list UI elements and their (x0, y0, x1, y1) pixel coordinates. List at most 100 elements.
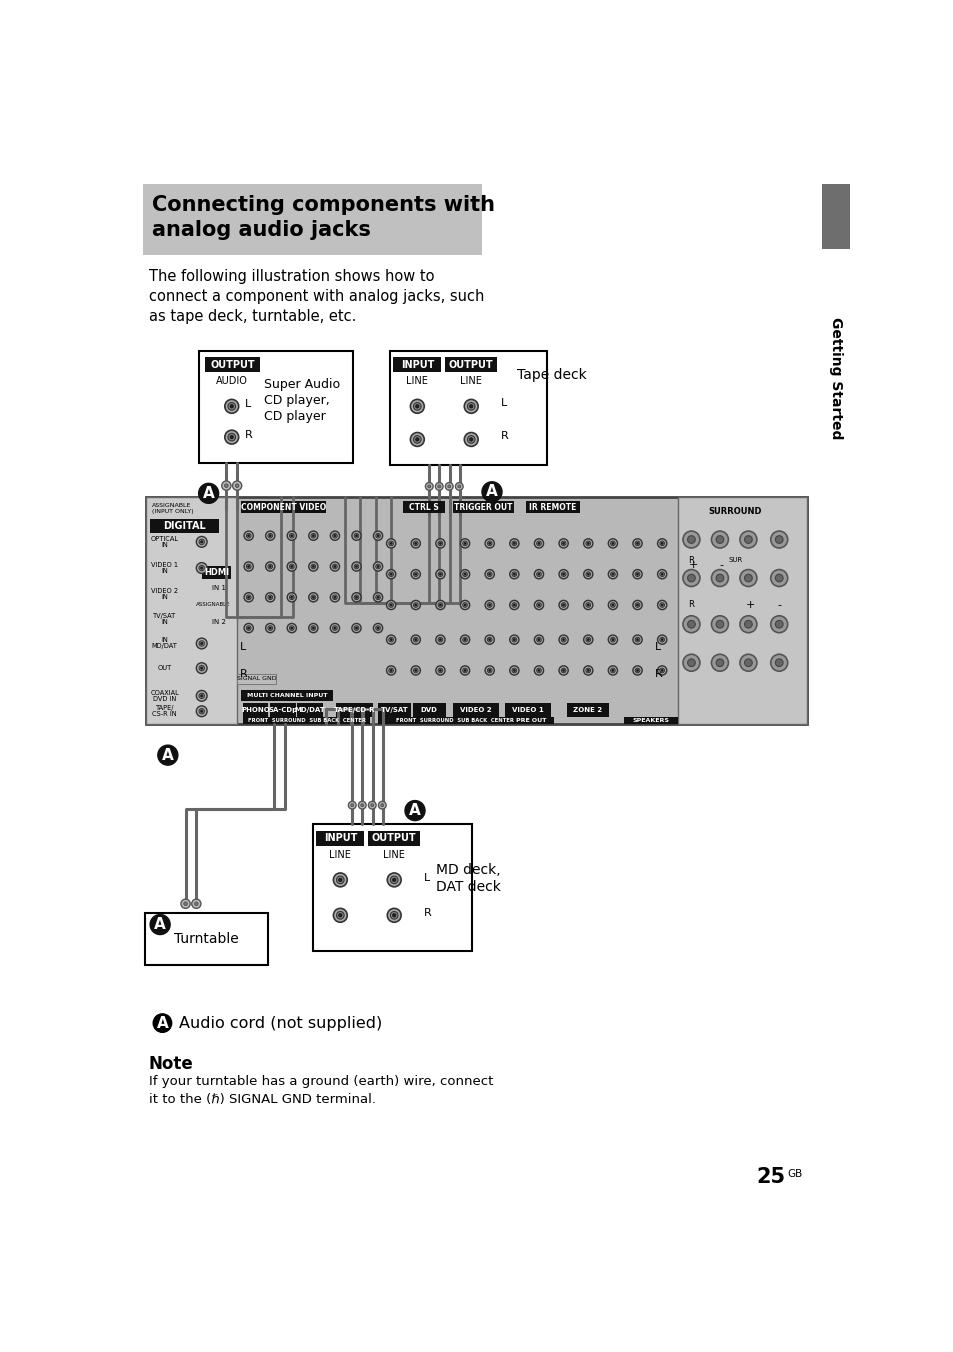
Text: INPUT: INPUT (400, 360, 434, 369)
Circle shape (587, 638, 589, 641)
Text: OUTPUT: OUTPUT (372, 833, 416, 844)
Circle shape (338, 914, 342, 917)
Circle shape (413, 403, 420, 410)
Bar (313, 825, 472, 952)
Circle shape (447, 485, 451, 488)
Circle shape (608, 665, 617, 675)
Circle shape (608, 569, 617, 579)
Circle shape (537, 542, 539, 545)
Circle shape (560, 603, 565, 607)
Circle shape (225, 399, 238, 414)
Bar (453, 703, 498, 717)
Circle shape (200, 566, 203, 569)
Circle shape (484, 600, 494, 610)
Circle shape (246, 626, 251, 630)
Circle shape (775, 658, 782, 667)
Circle shape (436, 538, 444, 548)
Circle shape (611, 573, 614, 575)
Bar (270, 703, 295, 717)
Circle shape (464, 399, 477, 414)
Circle shape (378, 802, 386, 808)
Circle shape (268, 626, 273, 630)
Circle shape (562, 573, 564, 575)
Circle shape (289, 626, 294, 630)
Circle shape (309, 531, 317, 541)
Text: Getting Started: Getting Started (828, 316, 842, 439)
Circle shape (373, 623, 382, 633)
Text: R: R (688, 600, 694, 610)
Bar (146, 498, 237, 725)
Bar (444, 357, 497, 372)
Circle shape (462, 603, 467, 607)
Text: Audio cord (not supplied): Audio cord (not supplied) (178, 1015, 381, 1030)
Circle shape (390, 911, 397, 919)
Circle shape (411, 569, 420, 579)
Circle shape (330, 562, 339, 571)
Text: DIGITAL: DIGITAL (163, 521, 206, 531)
Circle shape (711, 531, 728, 548)
Bar (402, 502, 444, 514)
Text: IR REMOTE: IR REMOTE (529, 503, 576, 511)
Circle shape (611, 669, 614, 672)
Text: TRIGGER OUT: TRIGGER OUT (454, 503, 513, 511)
Circle shape (636, 638, 638, 641)
Circle shape (373, 562, 382, 571)
Text: LINE: LINE (406, 376, 428, 387)
Circle shape (611, 542, 614, 545)
Circle shape (636, 604, 638, 606)
Circle shape (354, 626, 358, 630)
Circle shape (309, 623, 317, 633)
Circle shape (463, 573, 466, 575)
Circle shape (583, 600, 592, 610)
Circle shape (488, 573, 490, 575)
Circle shape (716, 658, 723, 667)
Bar (243, 703, 268, 717)
Circle shape (352, 562, 361, 571)
Circle shape (770, 569, 787, 587)
Circle shape (360, 803, 363, 807)
Circle shape (312, 534, 314, 537)
Circle shape (562, 638, 564, 641)
Circle shape (348, 802, 355, 808)
Circle shape (228, 403, 235, 410)
Circle shape (743, 658, 752, 667)
Circle shape (740, 654, 756, 671)
Text: COMPONENT VIDEO: COMPONENT VIDEO (240, 503, 326, 511)
Text: A: A (203, 485, 214, 500)
Circle shape (334, 596, 335, 599)
Text: Turntable: Turntable (173, 932, 238, 946)
Circle shape (336, 876, 344, 884)
Circle shape (269, 534, 271, 537)
Circle shape (224, 484, 228, 488)
Circle shape (610, 572, 615, 576)
Circle shape (436, 665, 444, 675)
Circle shape (587, 604, 589, 606)
Circle shape (509, 600, 518, 610)
Text: MD/DAT: MD/DAT (294, 707, 325, 713)
Circle shape (513, 638, 515, 641)
Circle shape (657, 635, 666, 645)
Circle shape (199, 539, 204, 545)
Circle shape (333, 534, 336, 538)
Circle shape (463, 638, 466, 641)
Bar (145, 913, 268, 965)
Circle shape (157, 745, 177, 765)
Circle shape (355, 565, 357, 568)
Circle shape (462, 637, 467, 642)
Circle shape (585, 637, 590, 642)
Text: LINE: LINE (459, 376, 481, 387)
Circle shape (460, 600, 469, 610)
Circle shape (405, 800, 425, 821)
Circle shape (235, 484, 239, 488)
Circle shape (660, 573, 662, 575)
Bar (146, 498, 806, 725)
Circle shape (657, 600, 666, 610)
Circle shape (196, 638, 207, 649)
Circle shape (376, 596, 378, 599)
Text: A: A (154, 917, 166, 932)
Circle shape (743, 535, 752, 544)
Circle shape (488, 604, 490, 606)
Circle shape (611, 638, 614, 641)
Circle shape (682, 615, 700, 633)
Text: -: - (719, 560, 722, 571)
